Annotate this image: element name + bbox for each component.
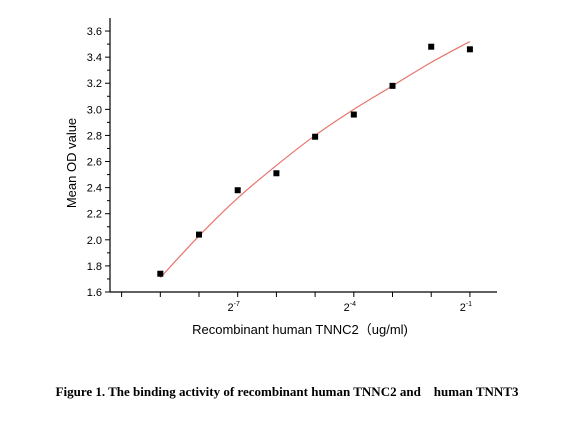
y-tick-label: 2.8 [87,130,102,142]
y-tick-label: 1.6 [87,287,102,299]
figure-caption: Figure 1. The binding activity of recomb… [55,384,519,399]
data-point [157,270,164,277]
y-axis-title: Mean OD value [64,118,79,208]
x-tick-label: 2-4 [344,301,356,314]
x-tick-label: 2-1 [460,301,472,314]
data-point [312,133,319,140]
y-tick-label: 3.2 [87,78,102,90]
data-points [157,43,473,277]
y-tick-label: 3.0 [87,104,102,116]
x-axis-title: Recombinant human TNNC2（ug/ml) [192,322,408,337]
data-point [234,187,241,194]
data-point [196,231,203,238]
data-point [466,46,473,53]
data-point [350,111,357,118]
data-point [273,170,280,177]
x-tick-label: 2-7 [228,301,240,314]
data-point [389,82,396,89]
x-axis: 2-7 2-4 2-1 [110,291,497,314]
y-tick-label: 2.4 [87,183,102,195]
y-tick-label: 1.8 [87,261,102,273]
data-point [428,43,435,50]
y-axis: 1.6 1.8 2.0 2.2 2.4 2.6 2.8 3.0 3.2 3.4 3.6 [87,18,111,299]
y-tick-label: 2.0 [87,235,102,247]
y-tick-label: 2.6 [87,157,102,169]
y-tick-label: 3.4 [87,52,102,64]
fit-curve [159,40,471,279]
y-tick-label: 3.6 [87,26,102,38]
y-tick-label: 2.2 [87,209,102,221]
